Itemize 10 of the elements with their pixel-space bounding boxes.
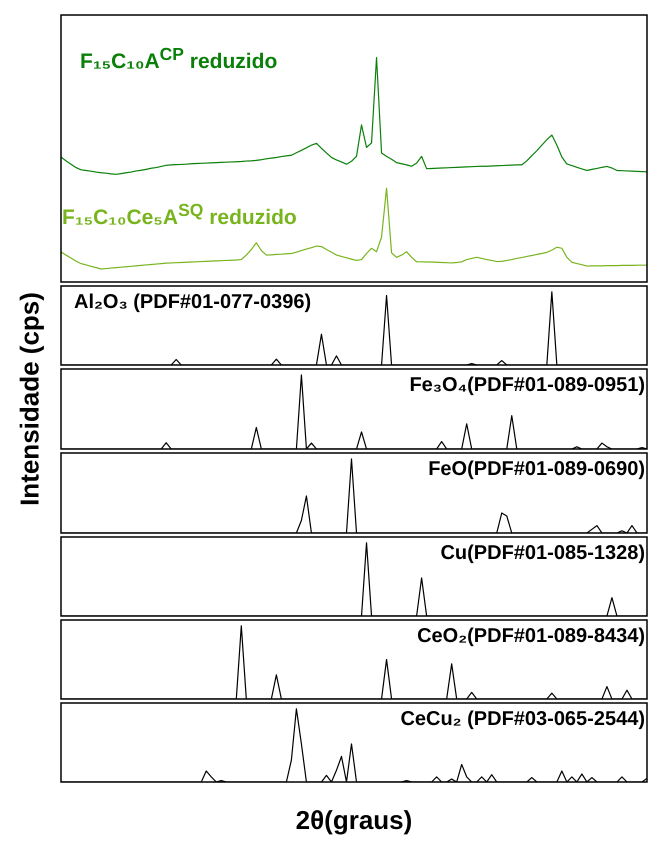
annotation: CeO₂(PDF#01-089-8434) (417, 625, 645, 648)
annotation: CeCu₂ (PDF#03-065-2544) (400, 708, 645, 731)
annotation: Al₂O₃ (PDF#01-077-0396) (74, 291, 312, 314)
annotation: FeO(PDF#01-089-0690) (428, 458, 645, 481)
annotation: Cu(PDF#01-085-1328) (440, 542, 645, 565)
series-label: F₁₅C₁₀Ce₅A$^{SQ}$ reduzido (62, 200, 297, 230)
y-axis-title: Intensidade (cps) (14, 292, 46, 506)
x-axis-title: 2θ(graus) (294, 805, 414, 836)
annotation: Fe₃O₄(PDF#01-089-0951) (409, 374, 645, 397)
text: F₁₅C₁₀A$^{CP}$ reduzido (80, 44, 278, 74)
